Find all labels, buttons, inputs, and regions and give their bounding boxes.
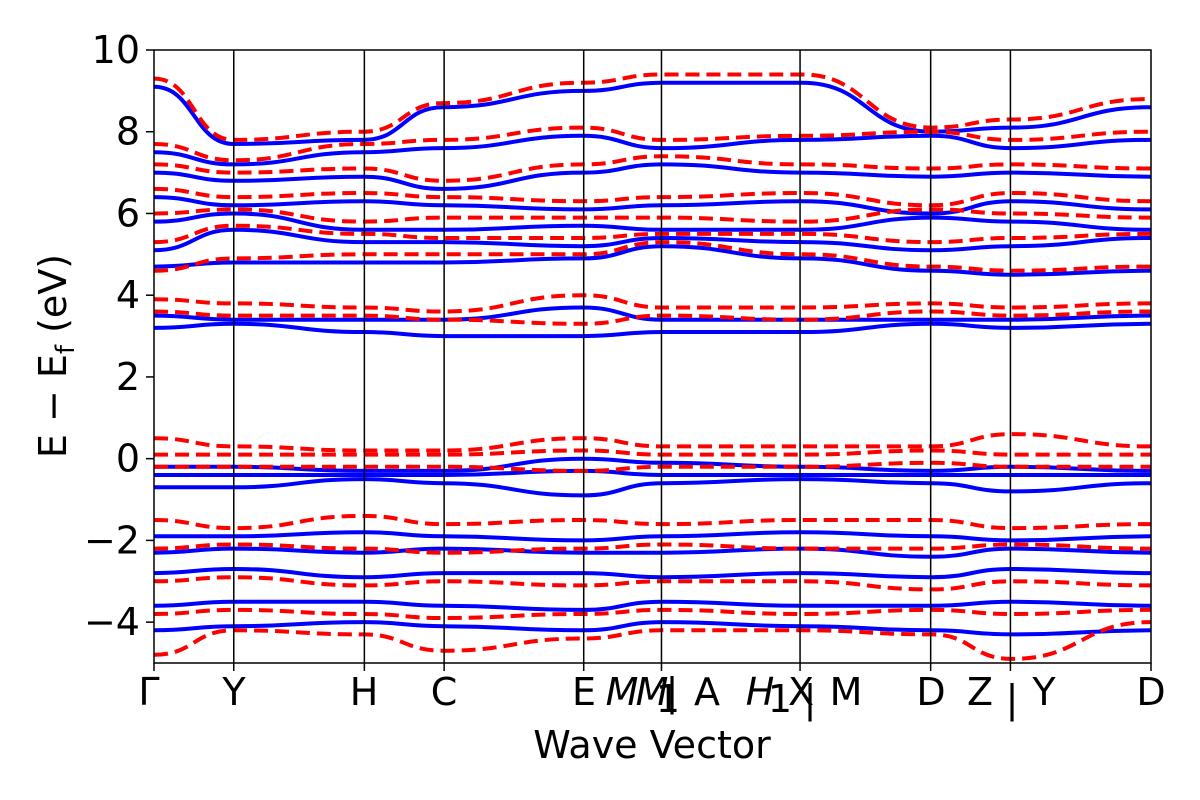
spin-up-band-4 [154,530,1151,543]
y-axis-ticks: −4 −2 0 2 4 6 8 10 [84,28,154,644]
spin-down-band-8 [154,309,1151,326]
y-axis-label: E − Ef (eV) [31,254,81,458]
y-tick-label: 2 [116,355,140,399]
spin-up-band-7 [154,456,1151,473]
x-tick-label: C [431,670,458,714]
y-axis-label-unit: (eV) [31,254,75,345]
spin-up-band-11 [154,227,1151,253]
spin-up-band-15 [154,133,1151,167]
x-tick-label: E [572,670,596,714]
x-tick-label: Y [221,670,246,714]
spin-up-band-10 [154,244,1151,277]
spin-up-band-12 [154,211,1151,232]
spin-down-band-16 [154,72,1151,142]
spin-up-band-2 [154,566,1151,580]
plot-frame [153,49,1152,664]
x-tick-label: Z [967,670,993,714]
spin-up-band-16 [154,80,1151,147]
high-symmetry-lines [233,50,1012,663]
x-tick-label: D [916,670,945,714]
x-tick-label: M [606,670,639,714]
spin-up-band-9 [154,305,1151,322]
x-tick-label: H [350,670,379,714]
y-axis-label-sub: f [51,344,81,354]
y-tick-label: 10 [92,28,140,72]
y-tick-label: 4 [116,273,140,317]
spin-down-band-4 [154,513,1151,531]
x-tick-label: X [788,670,814,714]
x-tick-label: M [636,670,669,714]
spin-down-band-14 [154,154,1151,183]
x-tick-label: | [666,670,679,715]
x-tick-label: | [804,677,817,722]
x-tick-label: M [830,670,863,714]
plot-background [154,50,1151,663]
x-tick-label: H [746,670,775,714]
y-tick-label: 0 [116,437,140,481]
spin-down-band-15 [154,125,1151,163]
spin-down-band-12 [154,207,1151,224]
y-axis-label-main: E − E [31,354,75,458]
x-tick-label: A [694,670,720,714]
spin-down-band-6 [154,448,1151,457]
spin-down-band-9 [154,293,1151,314]
spin-up-band-5 [154,477,1151,498]
spin-up-band-6 [154,468,1151,478]
x-tick-label: Y [1031,670,1056,714]
spin-up-band-8 [154,321,1151,339]
x-axis-label: Wave Vector [533,723,771,767]
spin-down-band-3 [154,542,1151,555]
spin-down-band-10 [154,240,1151,273]
y-tick-label: −2 [84,518,140,562]
x-tick-label: 1 [768,677,792,721]
x-tick-label: | [1006,677,1019,722]
x-axis-ticks: Γ Y H C E MM1| A H1X| M D Z | Y D [138,663,1166,722]
spin-down-band-0 [154,620,1151,661]
x-tick-label: 1 [656,677,680,721]
spin-up-band-3 [154,546,1151,559]
spin-down-band-1 [154,607,1151,621]
y-tick-label: 8 [116,110,140,154]
x-tick-label: Γ [138,670,159,714]
x-tick-label: D [1136,670,1165,714]
spin-up-band-1 [154,599,1151,612]
spin-down-band-13 [154,186,1151,208]
spin-up-band-14 [154,162,1151,191]
bands-layer [154,72,1151,661]
spin-down-band-2 [154,575,1151,592]
spin-down-band-11 [154,223,1151,245]
y-tick-label: −4 [84,600,140,644]
y-tick-label: 6 [116,191,140,235]
spin-down-band-7 [154,432,1151,453]
spin-up-band-0 [154,620,1151,637]
spin-up-band-13 [154,195,1151,216]
spin-down-band-5 [154,460,1151,473]
